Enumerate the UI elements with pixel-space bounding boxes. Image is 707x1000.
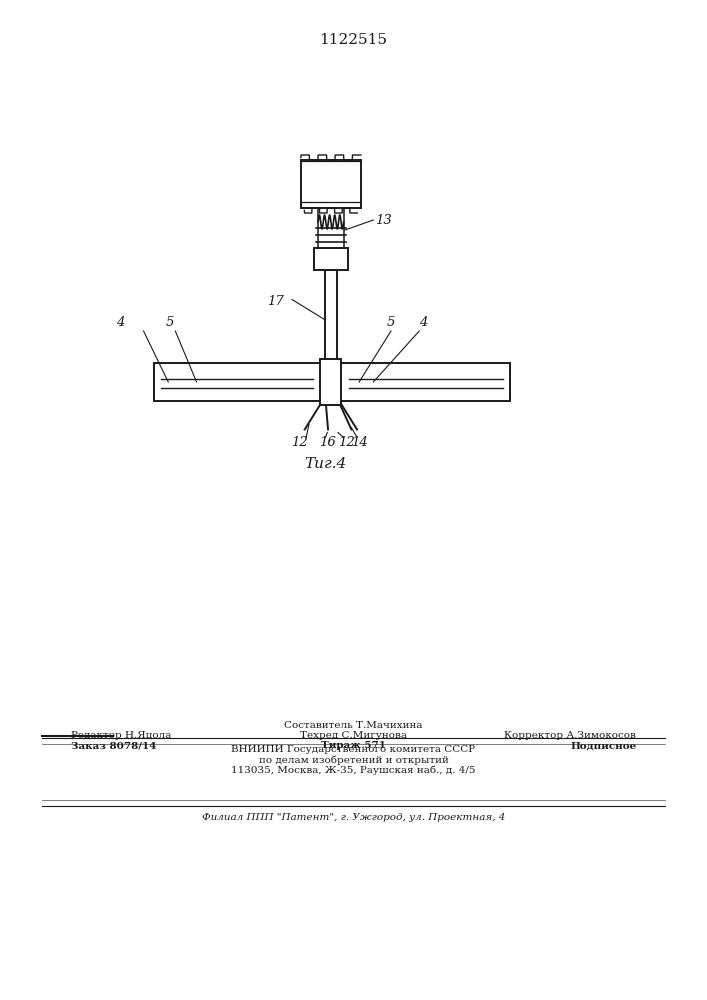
Text: 12: 12 (338, 436, 355, 449)
Text: 1122515: 1122515 (320, 33, 387, 47)
Text: Редактор Н.Яцола: Редактор Н.Яцола (71, 730, 171, 740)
Text: Заказ 8078/14: Заказ 8078/14 (71, 742, 156, 750)
Text: 16: 16 (319, 436, 336, 449)
Bar (325, 270, 337, 360)
Text: 5: 5 (387, 316, 395, 330)
Text: ВНИИПИ Государственного комитета СССР: ВНИИПИ Государственного комитета СССР (231, 746, 476, 754)
Bar (301, 160, 361, 208)
Text: по делам изобретений и открытий: по делам изобретений и открытий (259, 755, 448, 765)
Text: Филиал ППП "Патент", г. Ужгород, ул. Проектная, 4: Филиал ППП "Патент", г. Ужгород, ул. Про… (201, 814, 506, 822)
Text: Техред С.Мигунова: Техред С.Мигунова (300, 730, 407, 740)
Text: 4: 4 (116, 316, 124, 330)
Text: 17: 17 (267, 295, 284, 308)
Text: 113035, Москва, Ж-35, Раушская наб., д. 4/5: 113035, Москва, Ж-35, Раушская наб., д. … (231, 765, 476, 775)
Text: 4: 4 (419, 316, 427, 330)
Text: Подписное: Подписное (570, 742, 636, 750)
Text: 12: 12 (291, 436, 308, 449)
Text: 13: 13 (375, 214, 392, 227)
Bar (314, 248, 348, 270)
Text: Составитель Т.Мачихина: Составитель Т.Мачихина (284, 720, 423, 730)
Text: Корректор А.Зимокосов: Корректор А.Зимокосов (504, 730, 636, 740)
Bar (320, 360, 341, 404)
Bar (154, 363, 510, 401)
Text: Тираж 571: Тираж 571 (321, 742, 386, 750)
Text: Τиг.4: Τиг.4 (304, 457, 346, 471)
Text: 5: 5 (165, 316, 174, 330)
Text: 14: 14 (351, 436, 368, 449)
